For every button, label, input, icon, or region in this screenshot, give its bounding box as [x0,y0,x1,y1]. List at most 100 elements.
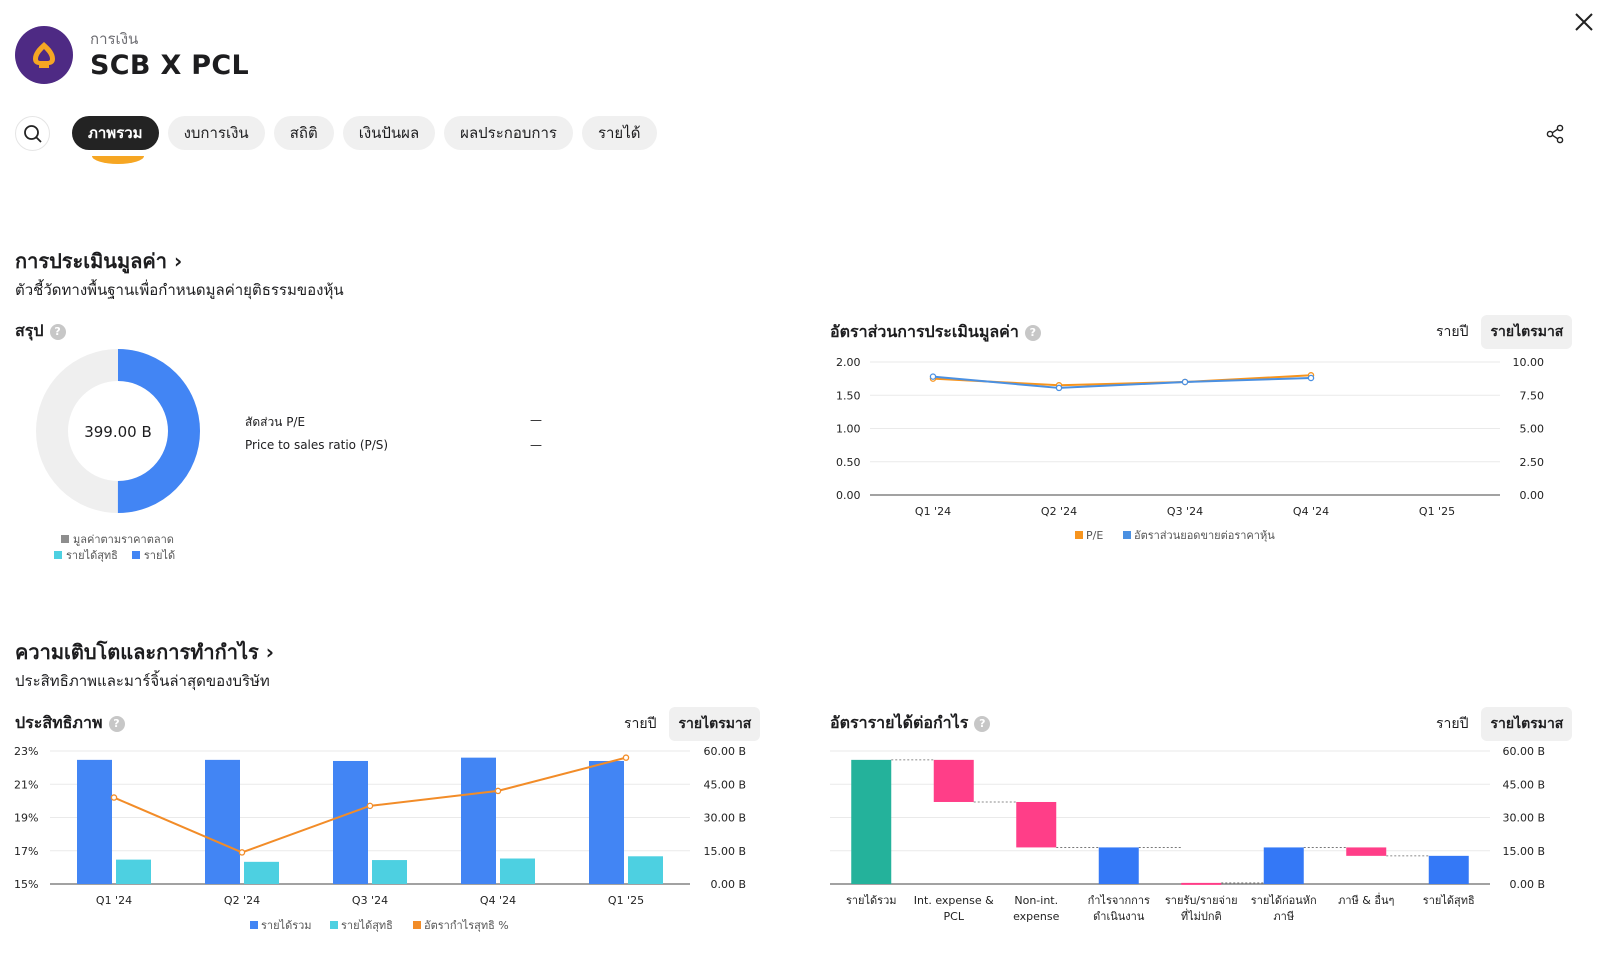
y-tick-label: 15.00 B [1502,845,1545,858]
share-icon[interactable] [1545,124,1565,144]
y-tick-label: 21% [14,778,38,791]
search-icon [23,124,42,143]
legend-swatch [413,921,421,929]
bar-net-income [628,856,663,884]
tab-revenue[interactable]: รายได้ [581,116,657,150]
data-point [110,794,118,801]
growth-section-title[interactable]: ความเติบโตและการทำกำไร › [15,640,275,664]
data-point [622,754,630,761]
data-point [366,802,374,810]
efficiency-title-text: ประสิทธิภาพ [15,713,103,732]
x-tick-label: รายได้ก่อนหัก [1251,894,1317,907]
data-point [929,373,937,380]
legend-label: P/E [1086,529,1103,542]
y-tick-label: 0.00 B [1509,878,1545,891]
data-point [1055,384,1063,392]
help-icon[interactable]: ? [974,715,991,732]
x-tick-label: Q4 '24 [1293,505,1329,518]
bar-net-income [372,860,407,884]
y-tick-label: 60.00 B [1502,745,1545,758]
waterfall-chart-title: อัตรารายได้ต่อกำไร ? [830,711,991,736]
x-tick-label: ภาษี & อื่นๆ [1338,892,1394,907]
legend-swatch [1123,531,1131,539]
data-point [494,787,502,795]
search-button[interactable] [15,116,50,151]
help-icon[interactable]: ? [108,715,125,732]
toggle-quarterly[interactable]: รายไตรมาส [669,707,761,741]
tab-financials[interactable]: งบการเงิน [167,116,265,150]
x-tick-label: Q1 '25 [608,894,644,907]
y2-tick-label: 7.50 [1520,389,1545,402]
legend-label: รายได้ [143,549,176,562]
toggle-quarterly[interactable]: รายไตรมาส [1481,707,1573,741]
series-line-ps [932,375,1312,389]
legend-label: มูลค่าตามราคาตลาด [73,533,174,546]
legend-swatch [1075,531,1083,539]
y2-tick-label: 30.00 B [703,812,746,825]
help-icon[interactable]: ? [49,323,66,340]
summary-row-value: — [530,413,542,427]
tab-overview[interactable]: ภาพรวม [72,116,159,150]
x-tick-label: Int. expense & [914,894,994,907]
toggle-quarterly[interactable]: รายไตรมาส [1481,315,1573,349]
valuation-section-subtitle: ตัวชี้วัดทางพื้นฐานเพื่อกำหนดมูลค่ายุติธ… [15,281,344,299]
bar-net-income [244,861,279,884]
waterfall-bar [1098,847,1139,884]
summary-row-label: สัดส่วน P/E [245,415,306,429]
legend-label: รายได้สุทธิ [66,549,118,562]
x-tick-label: Q3 '24 [1167,505,1203,518]
waterfall-bar [851,759,892,884]
y2-tick-label: 5.00 [1520,423,1545,436]
x-tick-label: Q4 '24 [480,894,516,907]
efficiency-chart: 15% 0.00 B 17% 15.00 B 19% 30.00 B 21% 45.00 B 2… [14,745,746,932]
legend-label: รายได้สุทธิ [341,919,393,932]
company-category: การเงิน [90,30,139,48]
x-tick-label: Q2 '24 [224,894,260,907]
bar-total-revenue [77,759,112,884]
x-tick-label: expense [1013,910,1060,923]
y-tick-label: 19% [14,812,38,825]
y2-tick-label: 2.50 [1520,456,1545,469]
summary-row-pe: สัดส่วน P/E — [245,413,542,438]
y2-tick-label: 45.00 B [703,778,746,791]
x-tick-label: Q2 '24 [1041,505,1077,518]
summary-card-title: สรุป ? [15,319,66,344]
toggle-annual[interactable]: รายปี [624,716,657,732]
tab-dividends[interactable]: เงินปันผล [342,116,436,150]
bar-total-revenue [333,760,368,884]
legend-swatch [250,921,258,929]
x-tick-label: รายได้รวม [846,894,897,907]
summary-title-text: สรุป [15,321,44,340]
tab-statistics[interactable]: สถิติ [273,116,334,150]
y-tick-label: 23% [14,745,38,758]
y-tick-label: 30.00 B [1502,812,1545,825]
x-tick-label: รายรับ/รายจ่าย [1165,894,1238,907]
donut-center-value: 399.00 B [84,423,152,441]
help-icon[interactable]: ? [1024,324,1041,341]
waterfall-bar [1263,847,1304,884]
toggle-annual[interactable]: รายปี [1436,716,1469,732]
y2-tick-label: 15.00 B [703,845,746,858]
tab-earnings[interactable]: ผลประกอบการ [444,116,573,150]
x-tick-label: Q1 '25 [1419,505,1455,518]
waterfall-bar [933,759,974,802]
data-point [238,849,246,856]
toggle-annual[interactable]: รายปี [1436,324,1469,340]
y2-tick-label: 0.00 B [710,878,746,891]
company-logo [15,26,73,84]
valuation-section-title[interactable]: การประเมินมูลค่า › [15,249,183,273]
waterfall-period-toggle: รายปี รายไตรมาส [1427,707,1573,741]
waterfall-title-text: อัตรารายได้ต่อกำไร [830,713,969,732]
x-tick-label: ภาษี [1273,910,1294,923]
waterfall-bar [1181,882,1222,885]
close-icon[interactable] [1572,10,1596,34]
bar-total-revenue [205,759,240,884]
waterfall-bar [1016,801,1057,848]
waterfall-bar [1346,847,1387,856]
summary-row-ps: Price to sales ratio (P/S) — [245,438,542,463]
bar-total-revenue [461,757,496,884]
summary-row-value: — [530,438,542,452]
summary-donut-chart: 399.00 B [36,349,200,513]
bar-net-income [116,859,151,884]
data-point [1181,378,1189,386]
